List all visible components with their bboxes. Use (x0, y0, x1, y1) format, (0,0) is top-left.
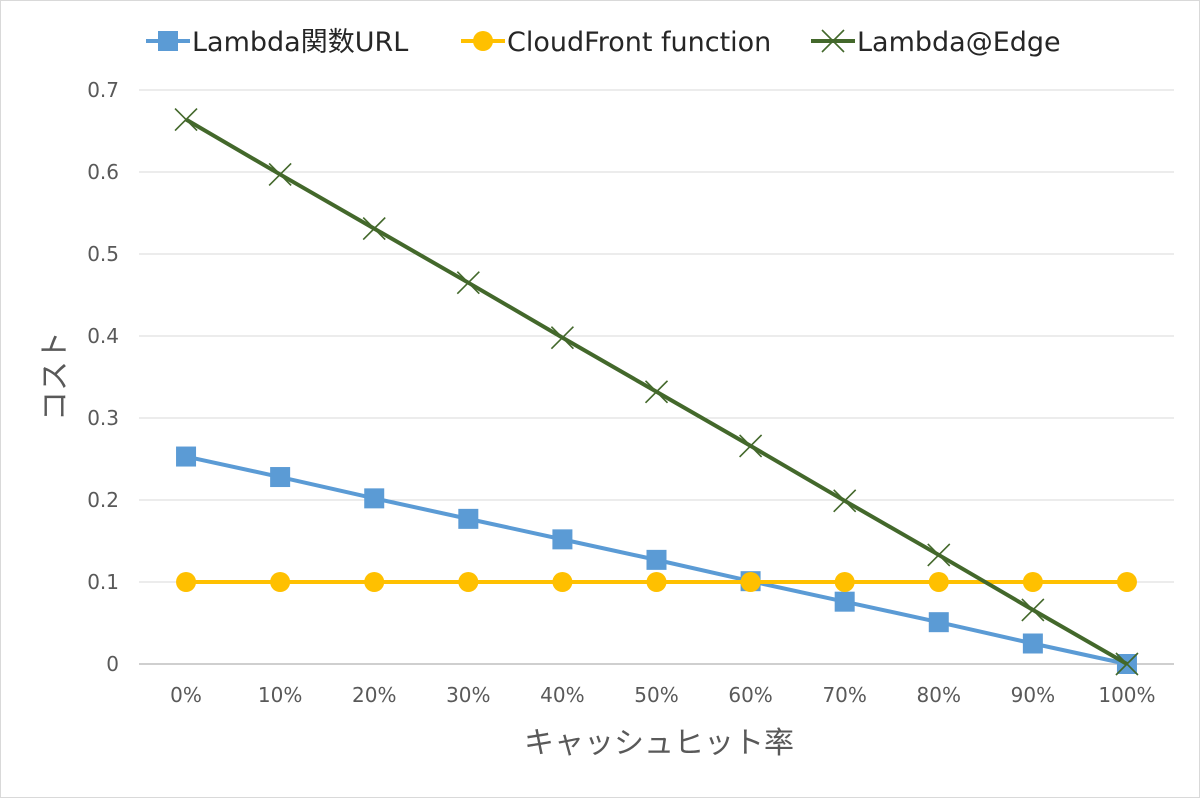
square-marker (176, 446, 197, 467)
circle-marker (473, 31, 493, 51)
y-axis-title: コスト (38, 331, 73, 421)
series-2 (174, 107, 1139, 676)
x-marker (821, 29, 845, 53)
y-tick-label: 0.4 (87, 324, 119, 348)
x-marker (1115, 652, 1139, 676)
x-marker-stroke (174, 107, 198, 132)
x-marker (927, 543, 951, 567)
square-marker (364, 488, 385, 509)
x-marker (550, 326, 574, 350)
x-marker-stroke (550, 326, 574, 350)
x-marker (833, 489, 857, 513)
legend-label: Lambda@Edge (857, 27, 1061, 58)
x-tick-label: 90% (1011, 683, 1055, 707)
y-tick-label: 0.3 (87, 406, 119, 430)
circle-marker (176, 572, 197, 592)
circle-marker (646, 572, 667, 592)
y-tick-label: 0.1 (87, 570, 119, 594)
series-0 (176, 446, 1137, 674)
circle-marker (928, 572, 949, 592)
x-tick-label: 0% (170, 683, 202, 707)
x-tick-label: 70% (822, 683, 866, 707)
x-marker (739, 434, 763, 458)
x-tick-label: 10% (258, 683, 302, 707)
x-tick-label: 50% (634, 683, 678, 707)
x-marker-stroke (821, 29, 845, 53)
circle-marker (552, 572, 573, 592)
series-1 (176, 572, 1137, 592)
x-marker-stroke (739, 434, 763, 458)
circle-marker (458, 572, 479, 592)
legend-item: Lambda関数URL (146, 27, 408, 58)
x-tick-label: 100% (1098, 683, 1155, 707)
x-marker-stroke (927, 543, 951, 567)
y-tick-label: 0.2 (87, 488, 119, 512)
y-axis-ticks: 0 0.1 0.2 0.3 0.4 0.5 0.6 0.7 (87, 78, 119, 676)
x-marker-stroke (644, 380, 669, 404)
circle-marker (364, 572, 385, 592)
square-marker (834, 591, 855, 612)
square-marker (158, 31, 178, 51)
circle-marker (1022, 572, 1043, 592)
y-tick-label: 0.5 (87, 242, 119, 266)
circle-marker (740, 572, 761, 592)
x-marker-stroke (456, 271, 480, 295)
x-tick-label: 20% (352, 683, 396, 707)
legend-label: CloudFront function (507, 27, 771, 58)
x-axis-ticks: 0% 10% 20% 30% 40% 50% 60% 70% 80% 90% 100% (170, 683, 1155, 707)
x-marker-stroke (833, 489, 857, 513)
x-tick-label: 40% (540, 683, 584, 707)
y-tick-label: 0.7 (87, 78, 119, 102)
x-axis-title: キャッシュヒット率 (524, 726, 794, 761)
legend-item: Lambda@Edge (811, 27, 1061, 58)
legend: Lambda関数URL CloudFront function Lambda@Edg… (146, 27, 1061, 58)
y-tick-label: 0.6 (87, 160, 119, 184)
x-marker (174, 107, 198, 132)
x-tick-label: 30% (446, 683, 490, 707)
x-marker (456, 271, 480, 295)
x-tick-label: 80% (917, 683, 961, 707)
square-marker (646, 549, 667, 570)
y-tick-label: 0 (106, 652, 119, 676)
circle-marker (1116, 572, 1137, 592)
x-marker-stroke (362, 217, 386, 241)
square-marker (928, 612, 949, 633)
legend-label: Lambda関数URL (192, 27, 408, 58)
square-marker (270, 467, 291, 488)
x-tick-label: 60% (728, 683, 772, 707)
x-marker-stroke (268, 162, 292, 187)
square-marker (552, 529, 573, 550)
legend-item: CloudFront function (461, 27, 771, 58)
circle-marker (834, 572, 855, 592)
series-layer (174, 107, 1139, 676)
circle-marker (270, 572, 291, 592)
x-marker (1021, 598, 1045, 622)
x-marker-stroke (1115, 652, 1139, 676)
x-marker-stroke (1021, 598, 1045, 622)
x-marker (644, 380, 669, 404)
x-marker (268, 162, 292, 187)
square-marker (458, 508, 479, 529)
x-marker (362, 217, 386, 241)
square-marker (1022, 633, 1043, 654)
